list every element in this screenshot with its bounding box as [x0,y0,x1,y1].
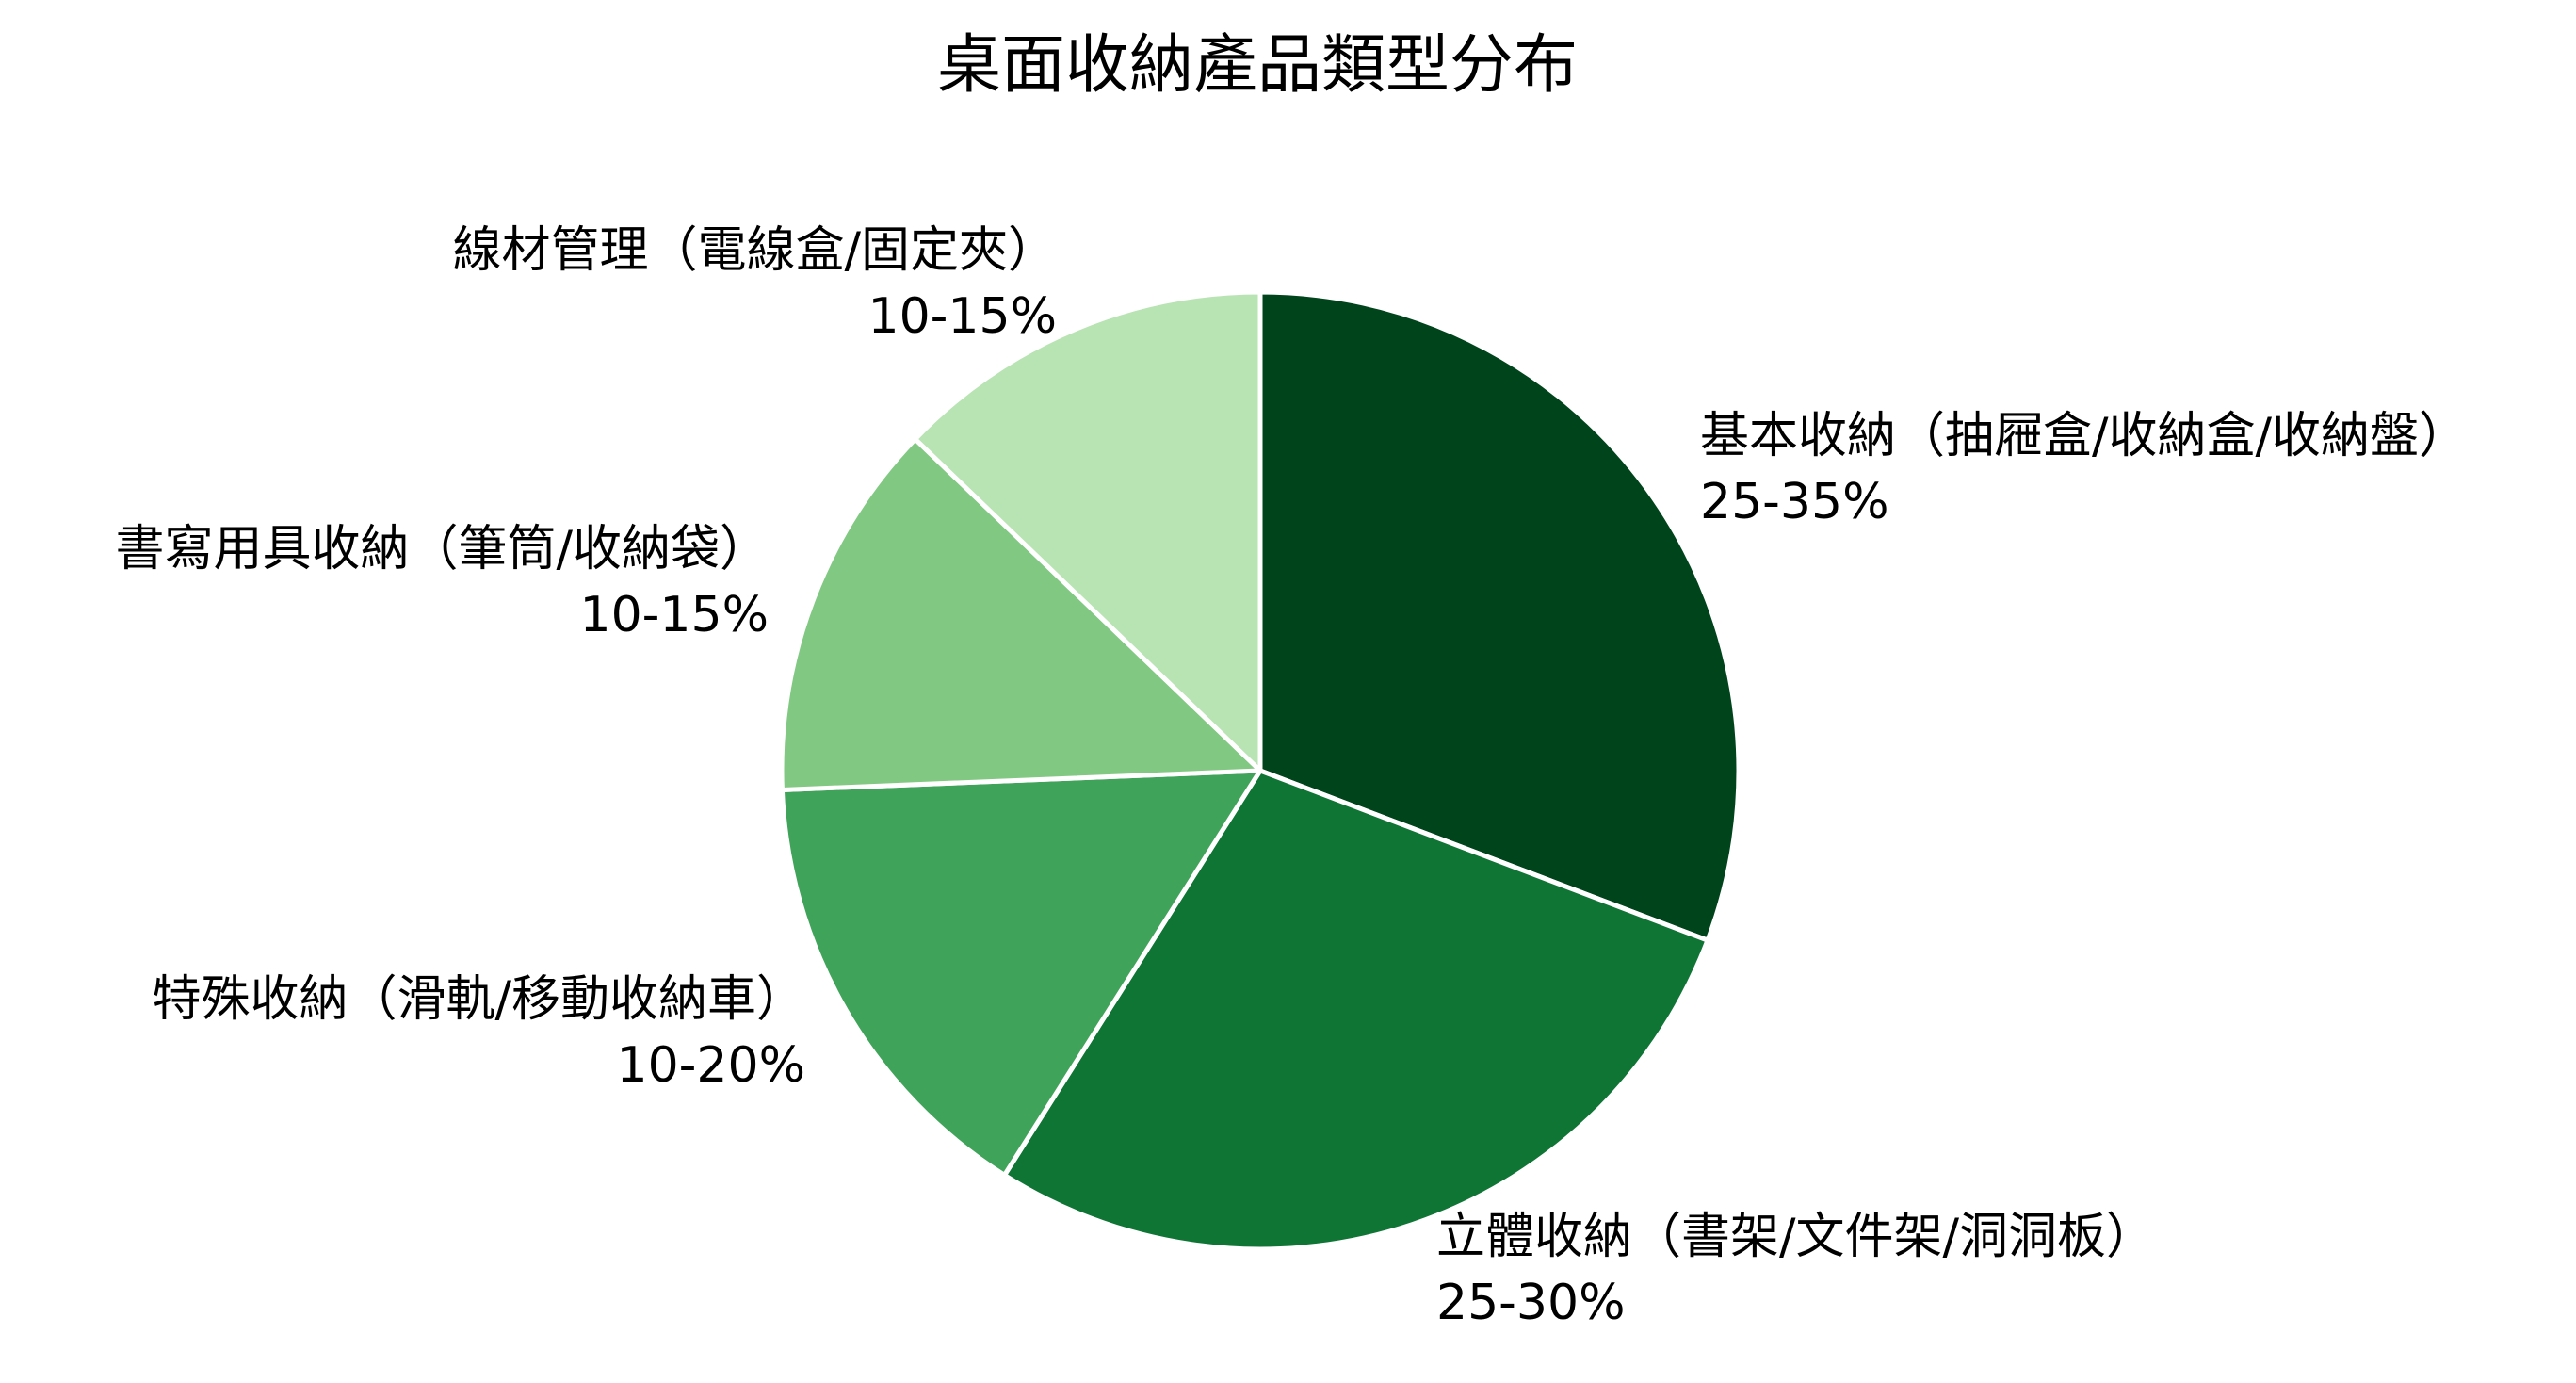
slice-range-3: 10-20% [616,1037,805,1094]
slice-range-1: 25-35% [1700,474,1889,530]
slice-range-5: 10-15% [867,288,1057,345]
pie-slice-4 [779,436,1263,792]
pie-slice-3 [779,768,1263,1178]
slice-label-5: 線材管理（電線盒/固定夾） [452,222,1057,279]
slice-range-4: 10-15% [579,587,769,643]
pie-slices [779,289,1742,1252]
pie-slice-1 [1257,289,1742,943]
slice-label-4: 書寫用具收納（筆筒/收納袋） [115,521,769,578]
pie-slice-2 [1001,768,1710,1252]
slice-label-2: 立體收納（書架/文件架/洞洞板） [1436,1209,2155,1265]
pie-labels: 基本收納（抽屜盒/收納盒/收納盤） 25-35% 立體收納（書架/文件架/洞洞板） 2… [115,222,2468,1331]
slice-label-1: 基本收納（抽屜盒/收納盒/收納盤） [1700,408,2468,464]
slice-label-3: 特殊收納（滑軌/移動收納車） [152,971,805,1028]
slice-range-2: 25-30% [1436,1275,1626,1331]
pie-slice-5 [913,289,1263,773]
chart-title: 桌面收納產品類型分布 [937,28,1578,103]
